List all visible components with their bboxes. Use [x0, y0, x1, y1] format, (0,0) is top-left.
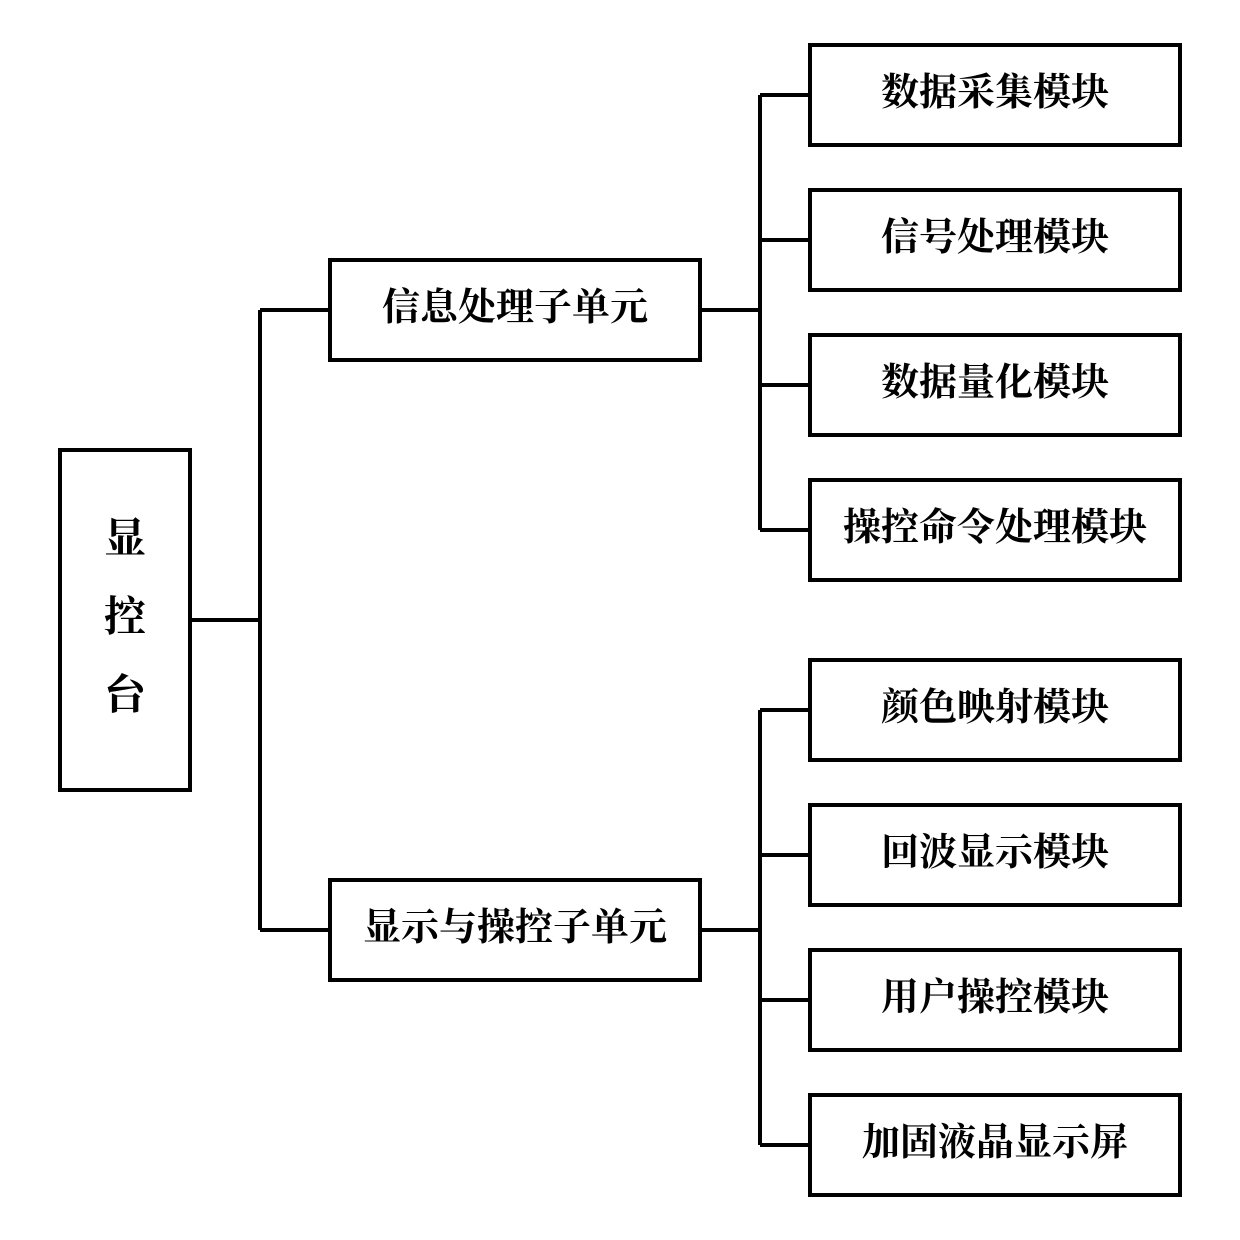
node-label: 回波显示模块 [881, 821, 1109, 876]
leaf-node: 操控命令处理模块 [810, 480, 1180, 580]
node-label: 操控命令处理模块 [843, 496, 1147, 551]
node-label: 显示与操控子单元 [363, 896, 667, 951]
leaf-node: 数据采集模块 [810, 45, 1180, 145]
node-label: 控 [104, 584, 146, 644]
node-label: 颜色映射模块 [881, 676, 1109, 731]
leaf-node: 用户操控模块 [810, 950, 1180, 1050]
leaf-node: 信号处理模块 [810, 190, 1180, 290]
node-label: 数据采集模块 [881, 61, 1109, 116]
node-label: 用户操控模块 [881, 966, 1109, 1021]
leaf-node: 数据量化模块 [810, 335, 1180, 435]
leaf-node: 加固液晶显示屏 [810, 1095, 1180, 1195]
node-label: 显 [104, 506, 146, 566]
leaf-node: 回波显示模块 [810, 805, 1180, 905]
root-node: 显控台 [60, 450, 190, 790]
node-label: 信号处理模块 [881, 206, 1109, 261]
leaf-node: 颜色映射模块 [810, 660, 1180, 760]
node-label: 加固液晶显示屏 [862, 1111, 1128, 1166]
mid-node: 显示与操控子单元 [330, 880, 700, 980]
node-label: 数据量化模块 [881, 351, 1109, 406]
mid-node: 信息处理子单元 [330, 260, 700, 360]
tree-diagram: 显控台 信息处理子单元显示与操控子单元 数据采集模块信号处理模块数据量化模块操控命令… [0, 0, 1240, 1240]
node-label: 台 [104, 662, 148, 722]
node-label: 信息处理子单元 [382, 276, 648, 331]
